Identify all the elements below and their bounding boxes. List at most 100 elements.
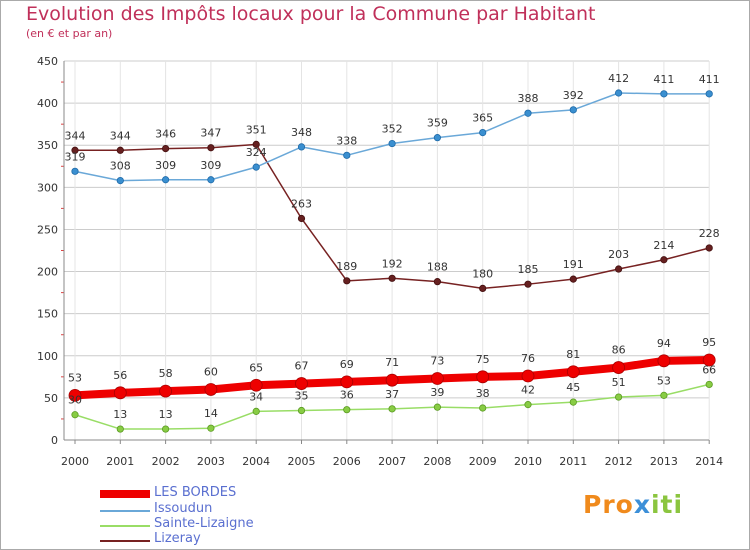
x-tick-label: 2005 [288,455,316,468]
data-label-lizeray: 180 [472,267,493,280]
y-tick-label: 200 [37,266,58,279]
data-label-issoudun: 411 [699,73,720,86]
data-point-issoudun [116,176,124,185]
data-point-les-bordes [68,388,82,402]
legend-swatch-sainte-lizaigne [100,525,150,527]
data-point-issoudun [433,134,441,142]
data-point-issoudun [524,109,532,117]
data-label-les-bordes: 75 [476,353,490,366]
data-label-sainte-lizaigne: 51 [612,376,626,389]
data-point-sainte-lizaigne [343,406,351,414]
data-label-sainte-lizaigne: 14 [204,407,218,420]
data-label-lizeray: 346 [155,128,176,141]
data-point-sainte-lizaigne [252,407,260,415]
data-label-lizeray: 185 [518,263,539,276]
y-tick-label: 100 [37,350,58,363]
data-point-sainte-lizaigne [71,411,79,419]
x-tick-label: 2008 [423,455,451,468]
data-point-issoudun [252,163,260,171]
legend-label-issoudun: Issoudun [154,501,213,516]
data-point-sainte-lizaigne [116,425,124,433]
data-point-les-bordes [385,373,399,387]
data-label-sainte-lizaigne: 45 [566,381,580,394]
data-label-sainte-lizaigne: 13 [113,408,127,421]
data-point-lizeray [71,146,79,154]
data-label-lizeray: 344 [110,129,131,142]
x-tick-label: 2000 [61,455,89,468]
data-label-issoudun: 324 [246,146,267,159]
x-tick-label: 2007 [378,455,406,468]
y-tick-label: 50 [44,392,58,405]
x-tick-label: 2013 [650,455,678,468]
legend-swatch-lizeray [100,540,150,542]
legend-label-les-bordes: LES BORDES [154,485,237,500]
data-point-issoudun [569,106,577,114]
data-label-lizeray: 228 [699,227,720,240]
data-point-les-bordes [476,370,490,384]
data-label-lizeray: 192 [382,257,403,270]
data-label-sainte-lizaigne: 36 [340,389,354,402]
data-label-sainte-lizaigne: 35 [295,390,309,403]
legend-label-sainte-lizaigne: Sainte-Lizaigne [154,516,254,531]
proxiti-logo: Proxiti [583,490,684,519]
data-point-issoudun [660,90,668,98]
data-point-sainte-lizaigne [479,404,487,412]
data-label-issoudun: 319 [65,150,86,163]
data-label-sainte-lizaigne: 30 [68,394,82,407]
data-label-sainte-lizaigne: 42 [521,384,535,397]
x-tick-label: 2014 [695,455,723,468]
data-point-sainte-lizaigne [297,406,306,415]
data-point-les-bordes [566,365,580,379]
y-tick-label: 0 [51,434,58,447]
data-label-sainte-lizaigne: 53 [657,374,671,387]
data-label-lizeray: 189 [336,260,357,273]
x-tick-label: 2004 [242,455,270,468]
data-point-sainte-lizaigne [705,380,713,389]
data-point-les-bordes [249,378,263,392]
data-point-lizeray [433,278,441,286]
data-label-lizeray: 203 [608,248,629,261]
data-point-issoudun [297,143,306,151]
x-tick-label: 2003 [197,455,225,468]
data-point-issoudun [71,167,79,175]
data-label-les-bordes: 86 [612,344,626,357]
data-label-les-bordes: 76 [521,352,535,365]
data-label-issoudun: 309 [200,159,221,172]
data-point-issoudun [705,90,713,98]
data-label-les-bordes: 53 [68,371,82,384]
data-point-sainte-lizaigne [388,405,396,413]
data-label-les-bordes: 71 [385,356,399,369]
y-tick-label: 450 [37,55,58,68]
data-point-lizeray [343,277,351,285]
data-point-lizeray [207,144,215,152]
legend-swatch-les-bordes [100,490,150,498]
data-point-sainte-lizaigne [162,425,170,433]
data-point-les-bordes [295,377,308,390]
data-point-lizeray [116,146,124,154]
data-label-issoudun: 338 [336,134,357,147]
data-label-les-bordes: 65 [249,361,263,374]
data-point-issoudun [343,151,351,159]
y-tick-label: 300 [37,181,58,194]
x-tick-label: 2001 [106,455,134,468]
data-label-les-bordes: 58 [159,367,173,380]
data-point-les-bordes [657,354,671,368]
legend-item-lizeray: Lizeray [100,531,360,547]
data-point-lizeray [252,140,260,148]
data-label-issoudun: 348 [291,126,312,139]
data-point-lizeray [524,280,532,288]
data-point-issoudun [479,128,487,137]
data-label-lizeray: 351 [246,123,267,136]
data-point-sainte-lizaigne [207,424,215,432]
data-label-lizeray: 188 [427,261,448,274]
data-label-les-bordes: 67 [295,360,309,373]
y-tick-label: 350 [37,139,58,152]
data-label-sainte-lizaigne: 13 [159,408,173,421]
y-tick-label: 400 [37,97,58,110]
data-point-issoudun [162,176,170,184]
data-label-issoudun: 392 [563,89,584,102]
data-label-lizeray: 347 [200,127,221,140]
data-point-issoudun [388,139,396,148]
